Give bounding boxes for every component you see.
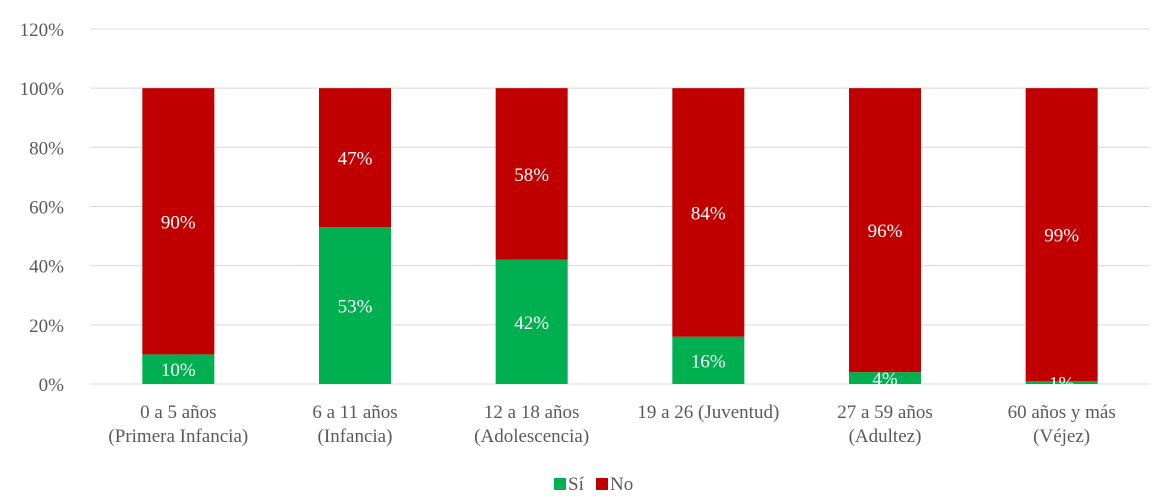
- data-label: 58%: [514, 165, 549, 186]
- x-category-label: 60 años y más: [1008, 402, 1116, 423]
- data-label: 84%: [691, 203, 726, 224]
- y-tick-label: 40%: [29, 257, 64, 278]
- y-tick-label: 0%: [39, 375, 65, 396]
- bar-segment: [319, 88, 391, 228]
- data-labels: 10% 90% 53% 47% 42% 58% 16% 84% 4% 96% 1% 99%: [161, 149, 1079, 395]
- bar-segment: [142, 88, 215, 355]
- bar-segment: [672, 88, 745, 337]
- gridlines: [90, 28, 1150, 385]
- data-label: 16%: [691, 351, 726, 372]
- y-tick-label: 60%: [29, 198, 64, 219]
- data-label: 90%: [161, 212, 196, 233]
- bars: [142, 88, 1098, 384]
- x-category-label: 12 a 18 años: [484, 402, 580, 423]
- y-tick-label: 20%: [29, 316, 64, 337]
- bar-segment: [849, 88, 921, 373]
- legend-swatch: [596, 478, 608, 490]
- x-category-label: (Primera Infancia): [108, 426, 248, 447]
- x-axis-categories: 0 a 5 años (Primera Infancia) 6 a 11 años (…: [108, 402, 1115, 447]
- data-label: 42%: [514, 313, 549, 334]
- data-label: 10%: [161, 360, 196, 381]
- x-category-label: 19 a 26 (Juventud): [637, 402, 779, 423]
- bar-segment: [1025, 381, 1098, 384]
- bar-segment: [495, 88, 568, 260]
- legend-label: No: [610, 474, 633, 495]
- y-tick-label: 100%: [20, 79, 65, 100]
- data-label: 4%: [872, 369, 898, 390]
- y-axis-ticks: 0% 20% 40% 60% 80% 100% 120%: [20, 20, 65, 396]
- bar-segment: [319, 227, 391, 384]
- legend: Sí No: [554, 474, 633, 495]
- y-tick-label: 80%: [29, 138, 64, 159]
- legend-swatch: [554, 478, 566, 490]
- legend-label: Sí: [568, 474, 585, 495]
- x-category-label: (Adolescencia): [474, 426, 589, 447]
- y-tick-label: 120%: [20, 20, 65, 41]
- data-label: 47%: [338, 149, 373, 170]
- data-label: 96%: [868, 221, 903, 242]
- bar-segment: [849, 372, 921, 384]
- bar-segment: [672, 336, 745, 384]
- x-category-label: 27 a 59 años: [837, 402, 933, 423]
- data-label: 99%: [1044, 226, 1079, 247]
- x-category-label: 6 a 11 años: [312, 402, 397, 423]
- data-label: 53%: [338, 297, 373, 318]
- bar-segment: [1025, 88, 1098, 382]
- x-category-label: (Infancia): [318, 426, 393, 447]
- data-label: 1%: [1049, 374, 1075, 395]
- x-category-label: 0 a 5 años: [140, 402, 217, 423]
- bar-segment: [495, 259, 568, 384]
- x-category-label: (Adultez): [849, 426, 922, 447]
- bar-segment: [142, 354, 215, 384]
- x-category-label: (Véjez): [1033, 426, 1090, 447]
